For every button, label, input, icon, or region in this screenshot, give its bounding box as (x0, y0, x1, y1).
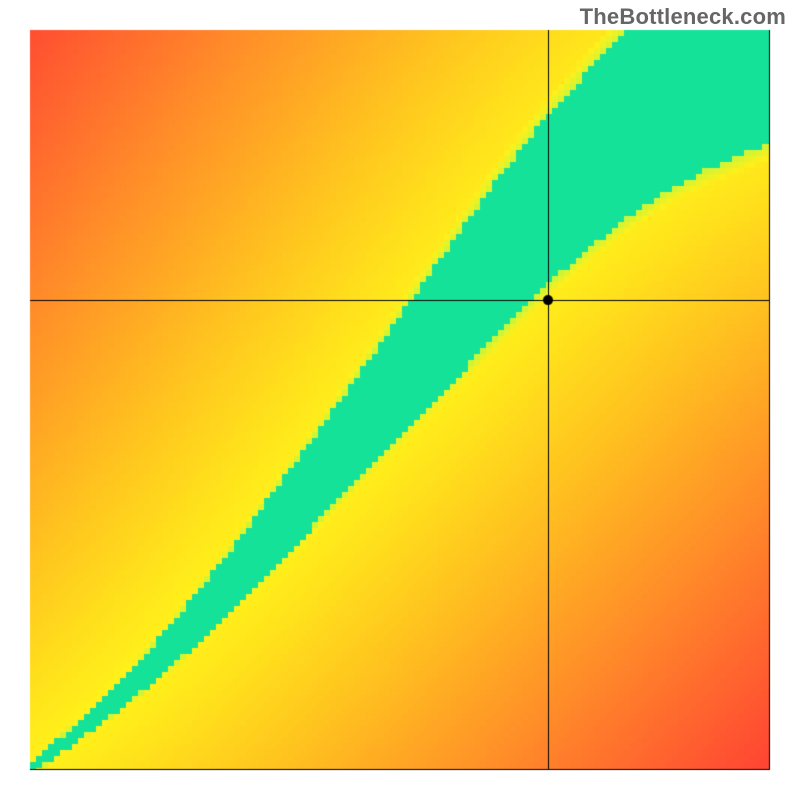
heatmap-canvas-wrap (0, 0, 800, 800)
heatmap-canvas (0, 0, 800, 800)
chart-container: TheBottleneck.com (0, 0, 800, 800)
watermark-label: TheBottleneck.com (580, 4, 786, 30)
